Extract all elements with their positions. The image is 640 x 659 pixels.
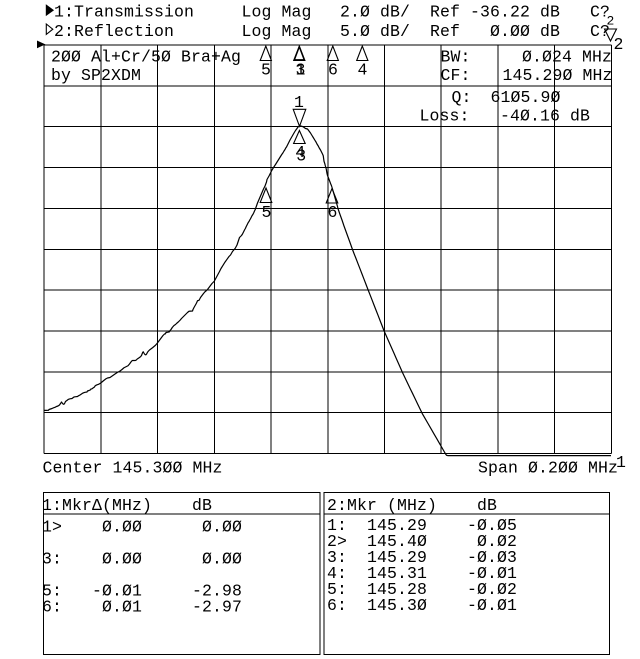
svg-text:1:MkrΔ(MHz): 1:MkrΔ(MHz) — [42, 496, 152, 515]
svg-text:1:: 1: — [327, 516, 347, 535]
svg-text:145.29: 145.29 — [367, 548, 427, 567]
svg-text:Ø.ØØ dB: Ø.ØØ dB — [490, 22, 560, 41]
svg-text:C?: C? — [590, 3, 610, 22]
svg-text:Center 145.3ØØ MHz: Center 145.3ØØ MHz — [43, 459, 223, 478]
svg-text:5.Ø dB/: 5.Ø dB/ — [340, 22, 410, 41]
svg-text:61Ø5.9Ø: 61Ø5.9Ø — [491, 88, 561, 107]
svg-text:4: 4 — [358, 61, 368, 80]
svg-text:C?: C? — [590, 22, 610, 41]
svg-text:Ø.ØØ: Ø.ØØ — [102, 518, 142, 537]
svg-text:4: 4 — [295, 143, 305, 162]
svg-text:Log Mag: Log Mag — [242, 3, 312, 22]
svg-text:145.3Ø: 145.3Ø — [367, 596, 427, 615]
svg-text:4:: 4: — [327, 564, 347, 583]
svg-text:1: 1 — [296, 61, 306, 80]
svg-text:145.4Ø: 145.4Ø — [367, 532, 427, 551]
svg-text:145.31: 145.31 — [367, 564, 427, 583]
svg-text:Ø.ØØ: Ø.ØØ — [202, 518, 242, 537]
svg-text:Span Ø.2ØØ MHz: Span Ø.2ØØ MHz — [478, 459, 618, 478]
svg-text:by SP2XDM: by SP2XDM — [51, 66, 141, 85]
svg-text:2: 2 — [607, 14, 615, 29]
svg-text:1>: 1> — [42, 518, 62, 537]
svg-text:-Ø.Ø2: -Ø.Ø2 — [467, 580, 517, 599]
svg-text:-Ø.Ø3: -Ø.Ø3 — [467, 548, 517, 567]
svg-text:3: 3 — [296, 61, 306, 80]
svg-text:145.29: 145.29 — [367, 516, 427, 535]
svg-text:2: 2 — [614, 35, 624, 54]
svg-text:dB: dB — [192, 496, 212, 515]
svg-text:3:: 3: — [42, 550, 62, 569]
svg-text:3: 3 — [296, 147, 306, 166]
svg-text:-Ø.Ø5: -Ø.Ø5 — [467, 516, 517, 535]
svg-text:Log Mag: Log Mag — [242, 22, 312, 41]
svg-text:-4Ø.16 dB: -4Ø.16 dB — [500, 107, 590, 126]
svg-text:-2.98: -2.98 — [192, 582, 242, 601]
svg-text:Q:: Q: — [452, 88, 472, 107]
svg-text:Ø.ØØ: Ø.ØØ — [102, 550, 142, 569]
svg-text:145.28: 145.28 — [367, 580, 427, 599]
svg-text:3:: 3: — [327, 548, 347, 567]
svg-text:Ø.Ø1: Ø.Ø1 — [102, 598, 142, 617]
svg-text:6: 6 — [328, 61, 338, 80]
svg-text:5:: 5: — [42, 582, 62, 601]
svg-text:6:: 6: — [327, 596, 347, 615]
svg-text:2>: 2> — [327, 532, 347, 551]
svg-text:6:: 6: — [42, 598, 62, 617]
svg-text:Ø.ØØ: Ø.ØØ — [202, 550, 242, 569]
svg-text:2ØØ Al+Cr/5Ø Bra+Ag: 2ØØ Al+Cr/5Ø Bra+Ag — [51, 48, 241, 67]
svg-text:Ref: Ref — [430, 3, 460, 22]
svg-text:BW:: BW: — [441, 48, 471, 67]
svg-text:-36.22 dB: -36.22 dB — [470, 3, 560, 22]
svg-text:-Ø.Ø1: -Ø.Ø1 — [92, 582, 142, 601]
svg-text:dB: dB — [477, 496, 497, 515]
svg-text:2:Reflection: 2:Reflection — [54, 22, 174, 41]
svg-text:-Ø.Ø1: -Ø.Ø1 — [467, 596, 517, 615]
svg-text:2:Mkr (MHz): 2:Mkr (MHz) — [327, 496, 437, 515]
svg-text:Ø.Ø24 MHz: Ø.Ø24 MHz — [522, 48, 612, 67]
svg-text:5: 5 — [261, 61, 271, 80]
svg-text:5:: 5: — [327, 580, 347, 599]
svg-text:-Ø.Ø1: -Ø.Ø1 — [467, 564, 517, 583]
svg-text:5: 5 — [262, 203, 272, 222]
svg-text:2.Ø dB/: 2.Ø dB/ — [340, 3, 410, 22]
svg-text:Ref: Ref — [430, 22, 460, 41]
svg-text:1:Transmission: 1:Transmission — [54, 3, 194, 22]
svg-text:Ø.Ø2: Ø.Ø2 — [477, 532, 517, 551]
svg-text:Loss:: Loss: — [420, 107, 470, 126]
svg-text:1: 1 — [616, 453, 626, 472]
svg-text:CF:: CF: — [441, 66, 471, 85]
svg-text:145.29Ø MHz: 145.29Ø MHz — [503, 66, 613, 85]
svg-text:-2.97: -2.97 — [192, 598, 242, 617]
svg-text:6: 6 — [328, 203, 338, 222]
svg-text:1: 1 — [294, 93, 304, 112]
